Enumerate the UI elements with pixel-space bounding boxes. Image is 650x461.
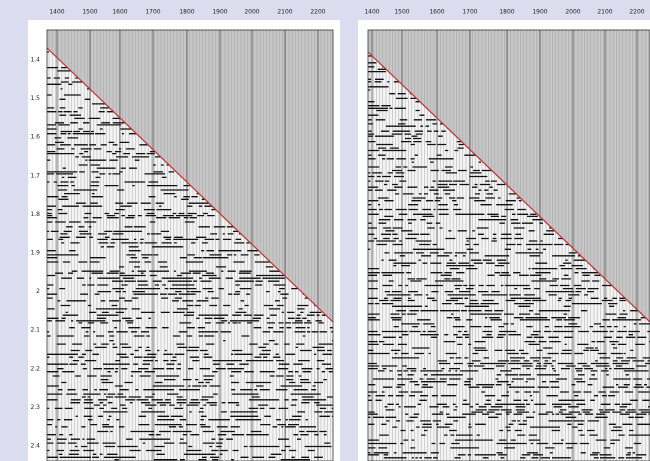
muted-zone — [368, 30, 650, 322]
x-label: 1600 — [112, 9, 127, 16]
x-label: 1700 — [145, 9, 160, 16]
y-label: 2.2 — [30, 365, 40, 372]
x-label: 2000 — [565, 9, 580, 16]
major-traces — [56, 30, 319, 461]
plot-frame — [367, 29, 650, 461]
x-label: 1800 — [179, 9, 194, 16]
first-break-line — [367, 51, 650, 323]
x-label: 1800 — [499, 9, 514, 16]
seismic-events — [47, 51, 333, 461]
x-label: 1900 — [212, 9, 227, 16]
trace-lines — [48, 30, 331, 461]
x-label: 2000 — [244, 9, 259, 16]
y-label: 1.9 — [30, 250, 40, 257]
x-label: 2200 — [310, 9, 325, 16]
y-label: 2.1 — [30, 327, 40, 334]
x-label: 2100 — [277, 9, 292, 16]
x-label: 1400 — [49, 9, 64, 16]
first-break-line — [46, 47, 334, 323]
x-label: 1500 — [394, 9, 409, 16]
y-label: 2 — [36, 288, 40, 295]
y-label: 1.5 — [30, 95, 40, 102]
y-label: 1.4 — [30, 57, 40, 64]
seismic-events — [368, 55, 650, 459]
y-label: 1.7 — [30, 172, 40, 179]
x-label: 2200 — [629, 9, 644, 16]
x-label: 1700 — [462, 9, 477, 16]
y-label: 2.3 — [30, 404, 40, 411]
x-label: 1500 — [82, 9, 97, 16]
y-label: 1.8 — [30, 211, 40, 218]
x-label: 1600 — [429, 9, 444, 16]
x-label: 1900 — [532, 9, 547, 16]
x-label: 2100 — [597, 9, 612, 16]
major-traces — [371, 30, 638, 461]
y-label: 1.6 — [30, 134, 40, 141]
plot-frame — [46, 29, 334, 461]
x-label: 1400 — [364, 9, 379, 16]
y-label: 2.4 — [30, 443, 40, 450]
trace-lines — [369, 30, 649, 461]
